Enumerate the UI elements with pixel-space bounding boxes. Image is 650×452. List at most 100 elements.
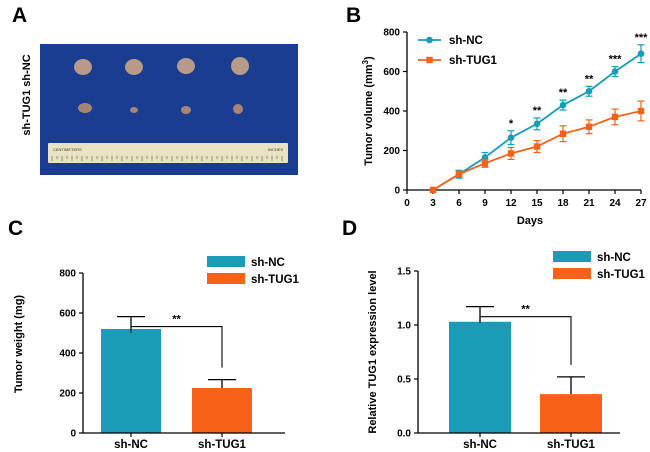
legend-marker-tug1 (426, 56, 433, 64)
y-tick-label: 400 (383, 107, 400, 118)
legend-label: sh-NC (251, 257, 285, 269)
data-point (637, 50, 645, 58)
ruler-left-text: CENTIMETERS (53, 147, 82, 152)
significance-bracket (479, 316, 572, 365)
data-point (533, 120, 541, 128)
tumor-weight-chart: sh-NC sh-TUG1 0 200 400 600 800 ** sh-NC sh-TUG1 (59, 256, 300, 451)
significance-marker: *** (635, 32, 649, 44)
y-tick-label: 0 (394, 186, 400, 197)
ylabel-superscript: 3 (361, 59, 370, 64)
row-labels: sh-TUG1 sh-NC (21, 54, 33, 135)
expression-chart: sh-NC sh-TUG1 0.0 0.5 1.0 1.5 ** sh-NC sh-TUG1 (397, 251, 646, 451)
x-tick-label: 18 (557, 198, 569, 209)
legend-swatch-sh-tug1 (553, 268, 591, 279)
tumor-nc-4 (231, 57, 249, 75)
panel-letter-d: D (342, 217, 357, 240)
data-point (637, 107, 645, 115)
y-tick-label: 600 (383, 67, 400, 78)
tumor-tug1-2 (130, 107, 138, 113)
data-point (585, 87, 593, 95)
x-tick-label: 27 (635, 198, 647, 209)
panel-letter-a: A (12, 4, 27, 27)
y-tick-label: 0.0 (397, 429, 411, 440)
legend-label: sh-TUG1 (597, 269, 646, 281)
significance-marker: ** (521, 304, 530, 316)
data-point (455, 171, 463, 178)
significance-marker: *** (609, 54, 623, 66)
x-tick-label: 12 (505, 198, 517, 209)
legend-label: sh-NC (597, 252, 631, 264)
legend-swatch-sh-tug1 (207, 273, 245, 284)
legend-marker-nc (426, 36, 433, 44)
tumor-nc-3 (177, 58, 195, 74)
legend-label-nc: sh-NC (449, 35, 483, 47)
y-tick-label: 0 (70, 429, 76, 440)
tumor-tug1-3 (181, 106, 191, 114)
y-tick-label: 1.5 (397, 267, 411, 278)
bar-sh-nc (101, 329, 161, 433)
line-chart-ylabel: Tumor volume (mm3) (361, 56, 376, 166)
panel-letter-c: C (8, 217, 23, 240)
category-label: sh-NC (114, 439, 148, 451)
data-point (481, 160, 489, 167)
significance-marker: ** (533, 105, 542, 117)
data-point (507, 150, 515, 157)
legend-swatch-sh-nc (207, 256, 245, 267)
tumor-tug1-1 (78, 103, 92, 113)
x-tick-label: 0 (404, 198, 410, 209)
significance-marker: * (509, 118, 514, 130)
line-chart-legend: sh-NC sh-TUG1 (418, 35, 498, 67)
tumor-weight-ylabel: Tumor weight (mg) (13, 295, 25, 394)
category-label: sh-TUG1 (198, 439, 247, 451)
y-tick-label: 1.0 (397, 321, 411, 332)
significance-marker: ** (585, 73, 594, 85)
line-chart-significance: ************* (509, 32, 648, 130)
category-label: sh-TUG1 (547, 439, 596, 451)
y-tick-label: 800 (383, 28, 400, 39)
panel-c: C sh-NC sh-TUG1 0 200 400 600 800 ** sh-NC sh-TUG… (8, 217, 300, 451)
x-tick-label: 9 (482, 198, 488, 209)
x-tick-label: 3 (430, 198, 436, 209)
data-point (559, 130, 567, 137)
significance-marker: ** (172, 314, 181, 326)
y-tick-label: 600 (59, 309, 76, 320)
ylabel-main: Tumor volume (mm (363, 64, 375, 165)
y-tick-label: 200 (59, 389, 76, 400)
y-tick-label: 400 (59, 349, 76, 360)
y-tick-label: 200 (383, 146, 400, 157)
data-point (585, 123, 593, 130)
x-tick-label: 21 (583, 198, 595, 209)
ruler-right-text: INCHES (268, 147, 283, 152)
line-chart-xlabel: Days (517, 215, 543, 227)
expression-ylabel: Relative TUG1 expression level (367, 270, 379, 433)
y-tick-label: 0.5 (397, 375, 411, 386)
significance-marker: ** (559, 87, 568, 99)
panel-a: A CENTIMETERS INCHES sh-TUG1 sh-NC (12, 4, 298, 175)
panel-d: D sh-NC sh-TUG1 0.0 0.5 1.0 1.5 ** sh-NC sh-TUG1… (342, 217, 646, 451)
tumor-photo-tumors (74, 57, 249, 114)
data-point (429, 186, 437, 194)
legend-label: sh-TUG1 (251, 274, 300, 286)
tumor-tug1-4 (233, 104, 243, 114)
panel-letter-b: B (346, 4, 361, 27)
ruler-body (48, 143, 288, 163)
data-point (611, 113, 619, 121)
legend-swatch-sh-nc (553, 251, 591, 262)
line-chart-axes (406, 32, 641, 191)
significance-bracket (130, 326, 223, 368)
line-chart-ticks: 0 3 6 9 12 15 18 21 24 27 0 200 400 600 800 (383, 28, 647, 210)
x-tick-label: 6 (456, 198, 462, 209)
x-tick-label: 15 (531, 198, 543, 209)
data-point (559, 101, 567, 109)
y-tick-label: 800 (59, 269, 76, 280)
ruler-ticks (51, 156, 283, 161)
tumor-nc-1 (74, 59, 92, 75)
ylabel-close: ) (363, 56, 375, 60)
data-point (611, 68, 619, 75)
bar-sh-nc (449, 321, 511, 433)
line-chart-series (429, 44, 645, 194)
bar-sh-tug1 (540, 394, 602, 433)
row-label-tug1: sh-TUG1 (21, 90, 33, 136)
data-point (507, 134, 515, 141)
